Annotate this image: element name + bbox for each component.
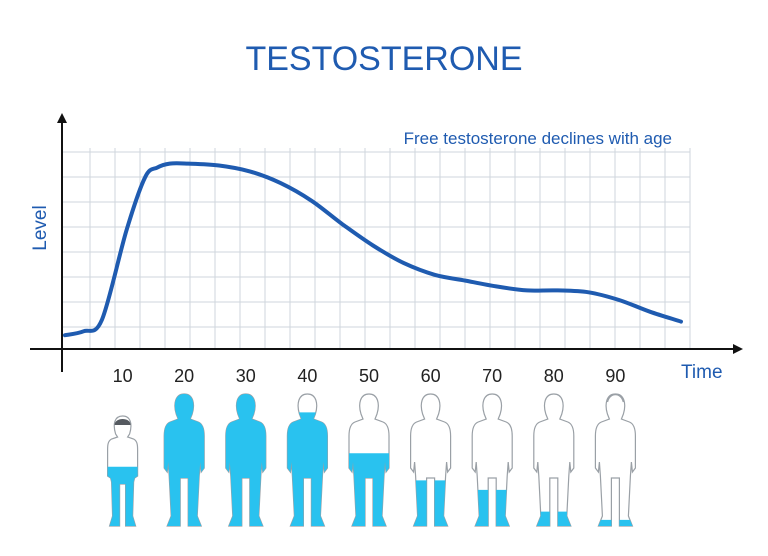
figure-hair — [114, 419, 131, 425]
figure-outline — [410, 393, 452, 527]
x-tick-label: 40 — [297, 366, 317, 386]
x-tick-label: 20 — [174, 366, 194, 386]
x-tick-label: 70 — [482, 366, 502, 386]
figure-age-90 — [594, 393, 636, 527]
series-line — [63, 161, 683, 338]
figure-age-70 — [471, 393, 513, 527]
figure-age-60 — [410, 393, 452, 527]
x-tick-label: 30 — [236, 366, 256, 386]
chart-title: TESTOSTERONE — [245, 40, 522, 78]
figure-outline — [471, 393, 513, 527]
figure-hair — [606, 393, 625, 403]
figure-fill — [598, 519, 633, 526]
figure-age-20 — [163, 393, 205, 527]
figure-fill — [413, 480, 448, 526]
chart-annotation: Free testosterone declines with age — [404, 129, 672, 148]
figure-age-30 — [225, 393, 267, 527]
x-tick-label: 90 — [605, 366, 625, 386]
figure-fill — [536, 511, 571, 526]
figure-age-80 — [533, 393, 575, 527]
x-axis-label: Time — [681, 362, 723, 383]
figure-fill — [164, 394, 205, 526]
figure-age-40 — [286, 393, 328, 527]
age-figures — [107, 393, 636, 527]
x-tick-labels: 10 20 30 40 50 60 70 80 90 — [113, 366, 626, 386]
figure-age-10 — [107, 415, 139, 527]
figure-fill — [475, 489, 510, 526]
figure-outline — [533, 393, 575, 527]
figure-fill — [349, 453, 389, 526]
x-tick-label: 80 — [544, 366, 564, 386]
figure-fill — [225, 394, 266, 526]
figure-age-50 — [348, 393, 390, 527]
figure-fill — [287, 412, 328, 526]
x-tick-label: 50 — [359, 366, 379, 386]
x-tick-label: 60 — [421, 366, 441, 386]
figure-fill — [107, 466, 138, 526]
y-axis-label: Level — [30, 205, 51, 250]
grid — [62, 148, 691, 349]
x-tick-label: 10 — [113, 366, 133, 386]
figure-outline — [594, 393, 636, 527]
